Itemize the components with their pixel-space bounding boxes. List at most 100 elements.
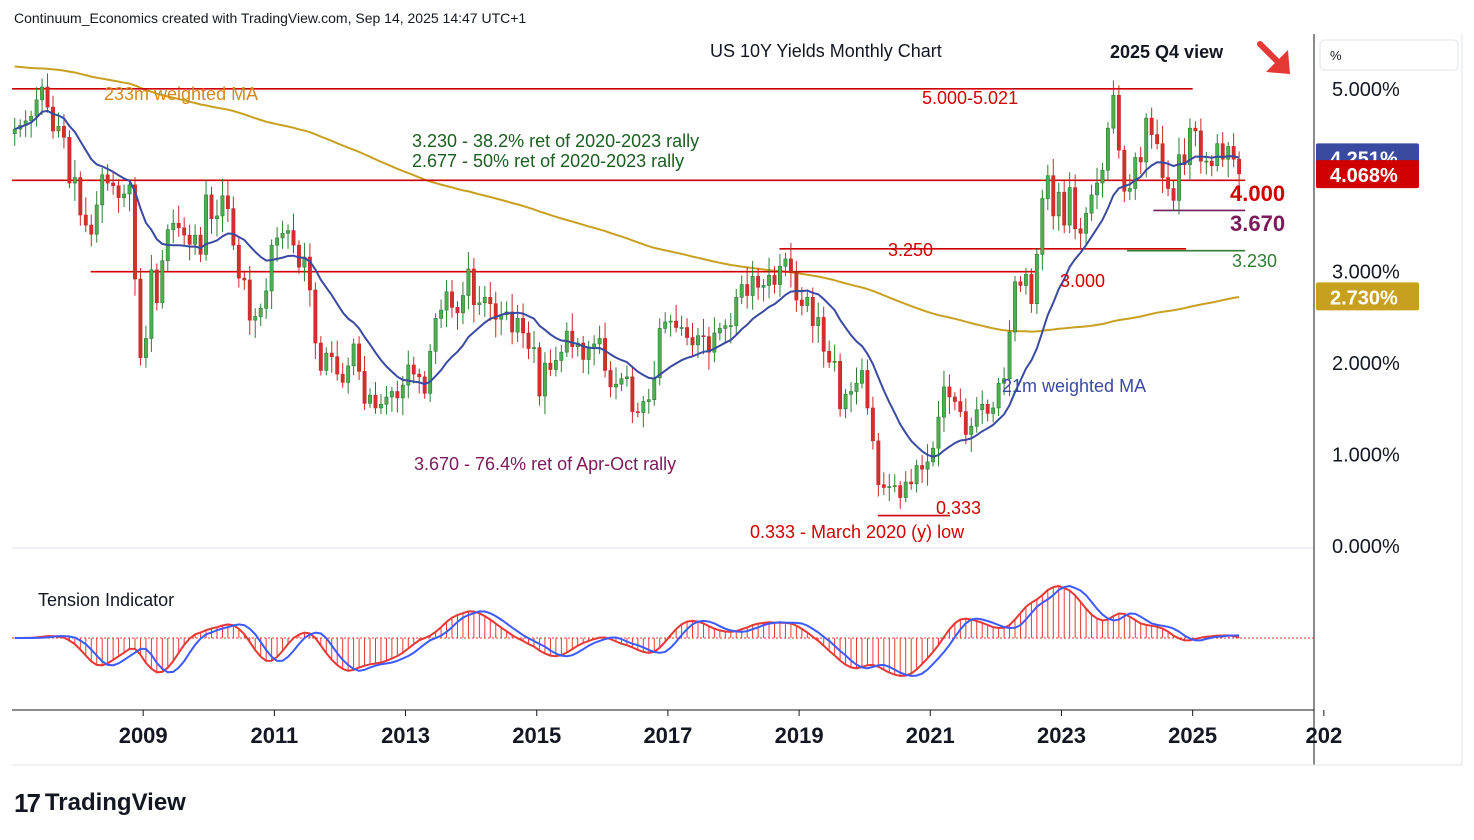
candle-body [275,237,280,246]
candle-body [1013,281,1017,333]
candle-body [630,376,635,412]
candle-body [1122,149,1127,192]
candle-body [1007,331,1012,379]
brand-logo[interactable]: 17 TradingView [14,788,186,818]
candle-body [346,365,351,383]
tension-layer [12,584,1314,677]
candle-body [969,425,974,435]
candle-body [559,351,564,361]
candle-body [471,268,476,305]
candle-body [395,391,400,399]
candle-body [870,407,875,442]
candle-body [373,394,378,409]
y-tick-label: 2.000% [1332,353,1400,375]
candle-body [761,285,766,288]
candle-body [624,376,629,379]
candle-body [417,373,422,378]
candle-body [477,302,482,305]
candle-body [980,403,985,411]
candle-body [1051,175,1056,217]
ma233-line [14,65,1240,333]
candle-body [526,332,531,349]
candle-body [384,396,389,405]
candle-body [1226,146,1231,160]
price-badge [1316,160,1419,189]
candle-body [335,356,340,375]
candle-body [1166,177,1170,189]
candle-body [45,86,50,108]
candle-body [439,309,444,319]
candle-body [324,352,329,371]
candle-body [674,320,679,328]
candle-body [750,275,755,296]
candle-body [1062,191,1067,226]
candle-body [171,222,176,230]
candle-body [1073,187,1078,230]
candle-body [931,447,935,463]
annotation-764-ret: 3.670 - 76.4% ret of Apr-Oct rally [414,454,676,474]
candle-body [1018,281,1023,286]
x-tick-label: 2021 [906,723,955,748]
x-tick-label: 202 [1305,723,1342,748]
candle-body [318,342,323,371]
candle-body [204,194,208,255]
candle-body [537,347,542,397]
candle-body [368,394,372,404]
candle-body [881,484,886,488]
y-tick-label: 5.000% [1332,79,1400,101]
candle-body [597,338,602,345]
candle-body [1024,274,1028,286]
candle-body [1133,157,1138,189]
candle-body [149,269,154,339]
candle-body [996,382,1001,409]
axes-layer: 5.000%3.000%2.000%1.000%0.000%4.251%4.06… [119,79,1419,748]
candle-body [1111,94,1116,129]
candle-body [810,297,815,326]
candle-body [1067,187,1072,226]
candle-body [767,275,771,286]
tension-blue-line [14,584,1240,677]
candle-body [1177,154,1181,201]
candle-body [510,311,515,333]
candle-body [1215,143,1220,166]
candle-body [357,343,362,372]
candle-body [455,307,460,314]
level-label-0333: 0.333 [936,498,981,518]
candle-body [466,268,471,296]
candle-body [133,184,137,280]
candle-body [1182,154,1187,166]
candle-body [1138,157,1143,163]
candle-body [827,350,832,363]
candle-body [111,182,116,187]
tradingview-logo-icon: 17 [14,787,41,818]
chart-title: US 10Y Yields Monthly Chart [710,41,942,61]
candle-body [717,328,722,334]
y-tick-label: 0.000% [1332,536,1400,558]
candle-body [482,297,487,304]
candle-body [963,411,968,435]
candle-body [89,224,94,235]
main-pane [12,34,1314,546]
annotation-ma21: 21m weighted MA [1002,376,1146,396]
candle-body [619,378,624,385]
candle-body [12,128,17,134]
level-label-3250: 3.250 [888,240,933,260]
candle-body [685,327,689,338]
candle-body [242,277,247,281]
candle-body [1089,194,1094,214]
candle-body [783,258,788,267]
candle-body [553,360,558,370]
annotation-ma233: 233m weighted MA [104,84,258,104]
candle-body [756,275,761,288]
candle-body [198,234,203,255]
candle-body [1127,188,1132,192]
candle-body [734,297,739,326]
candle-body [805,297,810,306]
candle-body [668,320,673,323]
candle-body [701,335,706,338]
level-label-3230: 3.230 [1232,251,1277,271]
candle-body [1116,94,1121,151]
x-tick-label: 2025 [1168,723,1217,748]
candle-body [854,382,859,392]
x-tick-label: 2015 [512,723,561,748]
